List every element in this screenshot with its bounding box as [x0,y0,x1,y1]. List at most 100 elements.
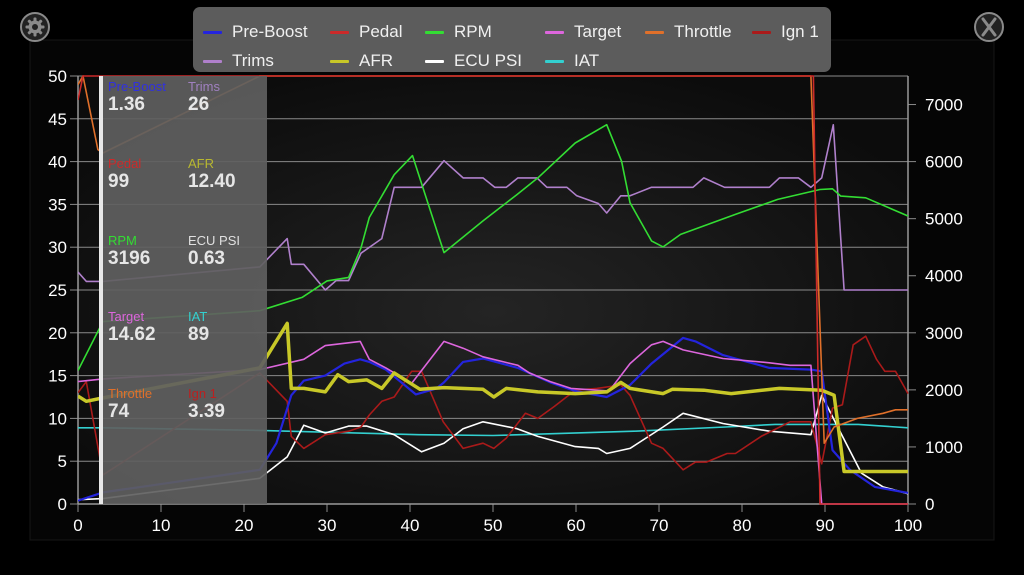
legend-swatch [425,59,444,63]
x-tick-label: 0 [73,516,82,535]
readout-item: Pedal 99 [108,156,188,193]
readout-item: Ign 1 3.39 [188,386,268,423]
x-tick-label: 40 [401,516,420,535]
readout-value: 3.39 [188,401,225,423]
settings-button[interactable] [20,12,50,42]
readout-item: IAT 89 [188,309,268,346]
readout-item: Trims 26 [188,79,268,116]
legend-item[interactable]: RPM [425,22,545,42]
x-tick-label: 10 [152,516,171,535]
y-tick-label-left: 25 [48,281,67,300]
series-line-throttle [78,75,908,444]
x-tick-label: 20 [235,516,254,535]
y-tick-label-left: 35 [48,195,67,214]
x-tick-label: 80 [733,516,752,535]
y-tick-label-right: 3000 [925,324,963,343]
close-button[interactable] [974,12,1004,42]
readout-value: 74 [108,401,130,423]
readout-label: Trims [188,79,221,94]
legend-swatch [330,59,349,63]
y-tick-label-left: 40 [48,153,67,172]
y-tick-label-right: 5000 [925,210,963,229]
x-tick-label: 30 [318,516,337,535]
readout-item: Throttle 74 [108,386,188,423]
y-tick-label-left: 5 [58,452,67,471]
legend-item[interactable]: AFR [330,51,425,71]
legend-label: Target [574,22,622,41]
readout-item: ECU PSI 0.63 [188,233,268,270]
y-tick-label-right: 0 [925,495,934,514]
gear-icon [25,17,45,37]
readout-value: 26 [188,94,210,115]
legend-item[interactable]: Target [545,22,645,42]
y-tick-label-left: 15 [48,367,67,386]
legend-item[interactable]: Pre-Boost [203,22,330,42]
series-line-target [78,340,908,505]
legend-swatch [203,30,222,34]
legend-item[interactable]: Throttle [645,22,752,42]
readout-value: 0.63 [188,247,225,269]
readout-label: Pedal [108,155,142,171]
legend-label: ECU PSI [454,51,523,70]
x-tick-label: 100 [894,516,922,535]
readout-value: 1.36 [108,94,145,115]
legend-row: Pre-Boost Pedal RPM Target Throttle Ign 1 [203,20,822,44]
legend-item[interactable]: Pedal [330,22,425,42]
readout-item: AFR 12.40 [188,156,268,193]
legend: Pre-Boost Pedal RPM Target Throttle Ign 1 Tri… [193,7,831,72]
y-tick-label-left: 50 [48,67,67,86]
y-tick-label-left: 10 [48,409,67,428]
legend-swatch [545,59,564,63]
series-line-trims [78,124,908,291]
y-tick-label-right: 1000 [925,438,963,457]
readout-item: RPM 3196 [108,233,188,270]
series-line-pre-boost [78,336,909,502]
legend-label: Throttle [674,22,732,41]
readout-item: Pre-Boost 1.36 [108,79,188,116]
legend-label: Trims [232,51,274,70]
readout-item: Target 14.62 [108,309,188,346]
y-tick-label-right: 7000 [925,96,963,115]
axes: 0510152025303540455001000200030004000500… [48,67,963,535]
series-line-rpm [78,123,909,371]
legend-item[interactable]: Ign 1 [752,22,822,42]
cursor-line[interactable] [99,76,103,504]
readout-label: AFR [188,155,214,171]
readout-label: Pre-Boost [108,79,166,94]
legend-label: IAT [574,51,600,70]
readout-label: Target [108,309,145,325]
x-tick-label: 50 [484,516,503,535]
legend-item[interactable]: ECU PSI [425,51,545,71]
y-tick-label-left: 45 [48,110,67,129]
readout-label: Ign 1 [188,386,217,402]
readout-panel: Pre-Boost 1.36 Trims 26 Pedal 99 AFR 12.40 RPM 31… [103,76,267,504]
readout-value: 12.40 [188,170,236,192]
y-tick-label-right: 2000 [925,381,963,400]
x-tick-label: 60 [567,516,586,535]
y-tick-label-right: 4000 [925,267,963,286]
series-line-ign-1 [78,335,909,476]
close-x-icon [981,17,997,37]
legend-swatch [330,30,349,34]
readout-value: 3196 [108,247,151,269]
legend-swatch [545,30,564,34]
legend-label: Pedal [359,22,403,41]
legend-swatch [203,59,222,63]
legend-row: Trims AFR ECU PSI IAT [203,49,822,73]
legend-label: Pre-Boost [232,22,308,41]
x-tick-label: 90 [816,516,835,535]
readout-value: 89 [188,324,210,346]
legend-item[interactable]: IAT [545,51,645,71]
series-line-afr [78,321,908,474]
legend-label: Ign 1 [781,22,819,41]
y-tick-label-left: 0 [58,495,67,514]
readout-label: IAT [188,309,208,325]
y-tick-label-right: 6000 [925,153,963,172]
legend-swatch [752,30,771,34]
x-tick-label: 70 [650,516,669,535]
series-line-pedal [78,75,908,505]
legend-swatch [645,30,664,34]
y-tick-label-left: 30 [48,238,67,257]
legend-item[interactable]: Trims [203,51,330,71]
readout-label: RPM [108,232,137,248]
